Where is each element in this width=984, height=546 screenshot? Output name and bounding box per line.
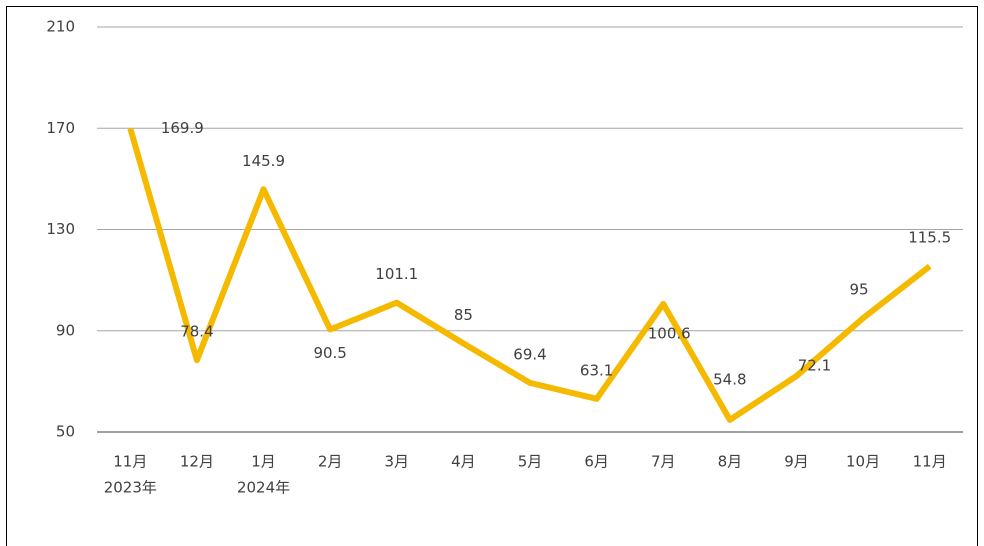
y-tick-label: 50 (56, 423, 75, 441)
y-tick-label: 210 (46, 18, 75, 36)
x-tick-label: 8月 (718, 453, 743, 471)
line-series (127, 127, 932, 423)
x-tick-label: 9月 (784, 453, 809, 471)
data-label: 100.6 (648, 324, 691, 342)
x-tick-label: 6月 (584, 453, 609, 471)
data-label: 63.1 (580, 361, 613, 379)
data-label: 69.4 (513, 345, 546, 363)
data-label: 145.9 (242, 152, 285, 170)
data-label: 101.1 (375, 265, 418, 283)
data-label: 54.8 (713, 370, 746, 388)
x-tick-label: 11月 (113, 453, 147, 471)
y-tick-label: 130 (46, 220, 75, 238)
x-tick-label: 2月 (318, 453, 343, 471)
data-label: 72.1 (798, 357, 831, 375)
x-tick-year-label: 2023年 (104, 479, 157, 497)
y-tick-label: 90 (56, 321, 75, 339)
x-tick-label: 7月 (651, 453, 676, 471)
x-tick-year-label: 2024年 (237, 479, 290, 497)
data-label: 85 (454, 306, 473, 324)
x-tick-label: 10月 (846, 453, 880, 471)
x-tick-label: 3月 (384, 453, 409, 471)
data-label: 115.5 (908, 229, 951, 247)
x-tick-label: 12月 (180, 453, 214, 471)
data-label: 90.5 (313, 344, 346, 362)
data-label: 78.4 (180, 323, 213, 341)
x-tick-label: 1月 (251, 453, 276, 471)
x-tick-label: 4月 (451, 453, 476, 471)
chart-frame (6, 6, 978, 546)
x-tick-label: 11月 (913, 453, 947, 471)
data-label: 95 (850, 281, 869, 299)
y-tick-label: 170 (46, 119, 75, 137)
x-tick-label: 5月 (518, 453, 543, 471)
data-label: 169.9 (161, 119, 204, 137)
